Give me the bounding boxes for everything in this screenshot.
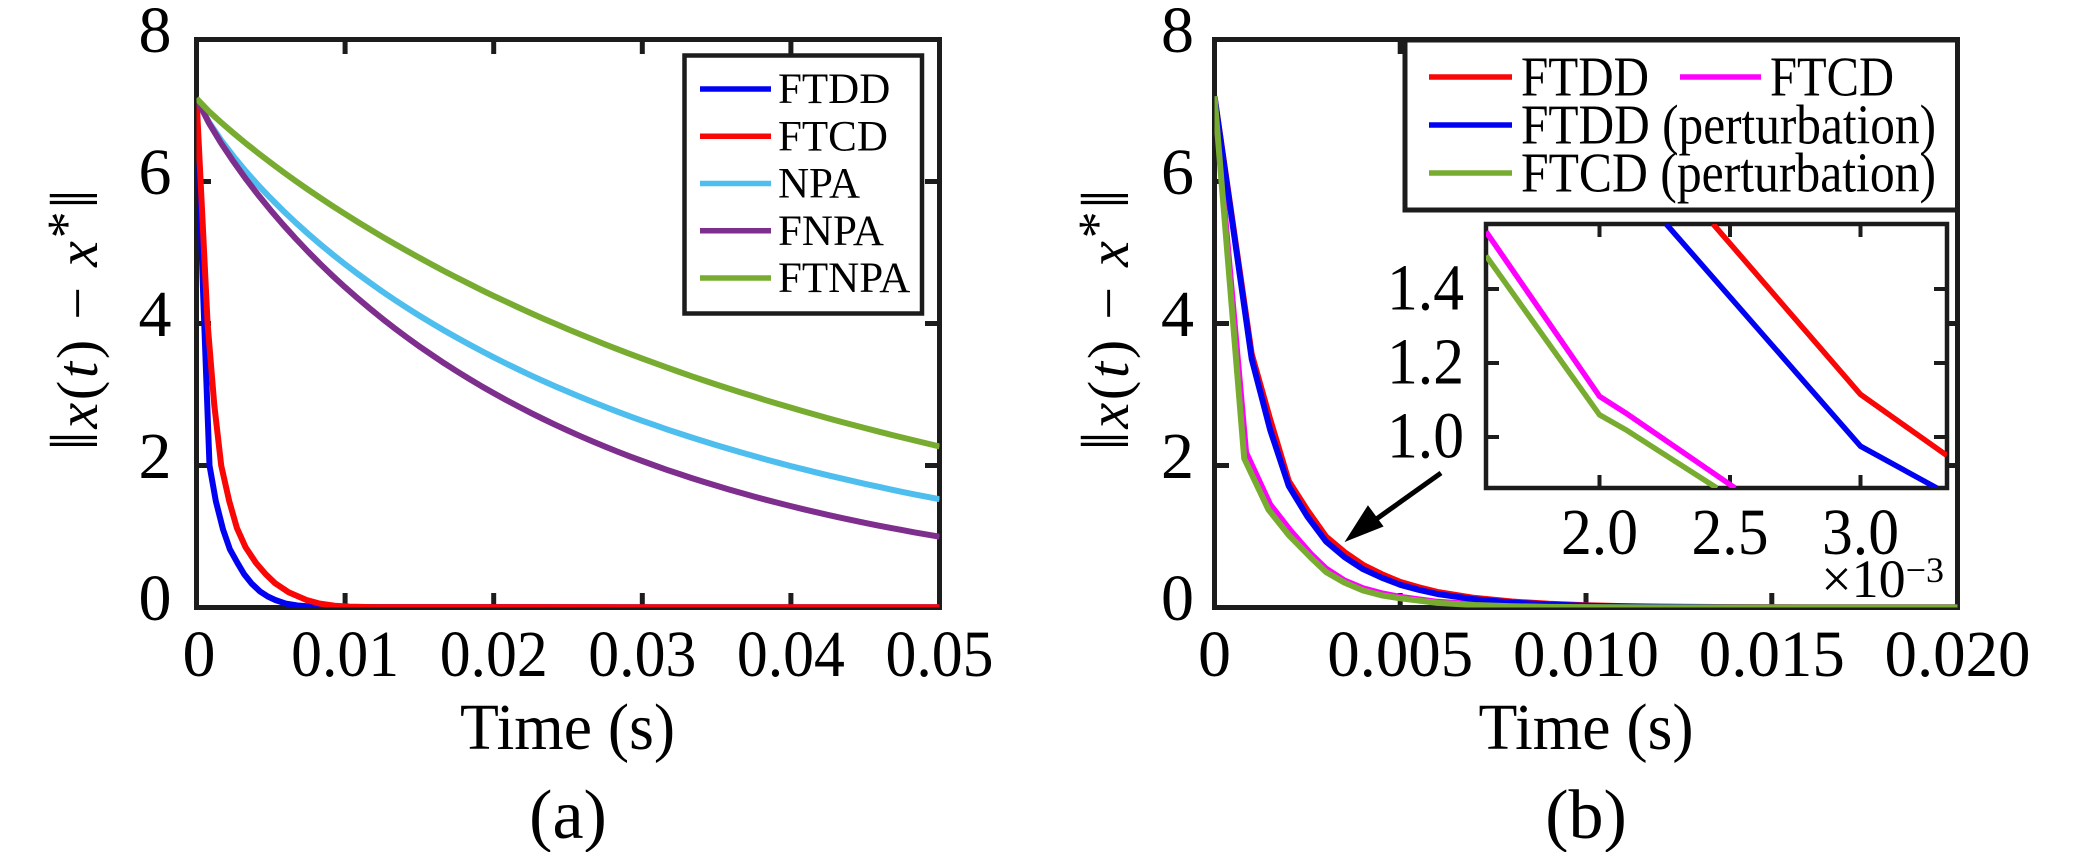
svg-text:0.020: 0.020: [1885, 618, 2031, 691]
svg-text:2.0: 2.0: [1561, 496, 1638, 569]
svg-text:0.010: 0.010: [1513, 618, 1659, 691]
svg-text:3.0: 3.0: [1822, 496, 1899, 569]
svg-text:4: 4: [139, 278, 172, 351]
svg-text:0.005: 0.005: [1327, 618, 1473, 691]
svg-text:1.0: 1.0: [1387, 399, 1464, 472]
svg-text:6: 6: [1161, 136, 1194, 209]
svg-text:0: 0: [139, 562, 172, 635]
svg-text:Time (s): Time (s): [1479, 691, 1694, 764]
svg-text:0: 0: [1198, 618, 1231, 691]
svg-text:0.03: 0.03: [588, 618, 696, 691]
svg-text:FTNPA: FTNPA: [778, 255, 910, 302]
svg-text:FTCD (perturbation): FTCD (perturbation): [1521, 143, 1936, 205]
svg-text:0.04: 0.04: [737, 618, 845, 691]
svg-text:‖x(t) − x*‖: ‖x(t) − x*‖: [1067, 190, 1143, 451]
svg-text:(a): (a): [529, 777, 607, 852]
svg-text:0.02: 0.02: [440, 618, 548, 691]
svg-text:6: 6: [139, 136, 172, 209]
svg-text:FTCD: FTCD: [1770, 47, 1894, 109]
svg-text:0.015: 0.015: [1699, 618, 1845, 691]
svg-text:(b): (b): [1545, 777, 1627, 852]
svg-text:8: 8: [139, 0, 172, 67]
svg-text:FTDD: FTDD: [1521, 47, 1649, 109]
svg-text:FTDD: FTDD: [778, 66, 890, 113]
svg-text:0: 0: [1161, 562, 1194, 635]
svg-text:4: 4: [1161, 278, 1194, 351]
svg-text:FNPA: FNPA: [778, 208, 884, 255]
svg-text:1.4: 1.4: [1387, 251, 1464, 324]
svg-text:8: 8: [1161, 0, 1194, 67]
svg-text:FTDD (perturbation): FTDD (perturbation): [1521, 95, 1936, 157]
svg-text:1.2: 1.2: [1387, 325, 1464, 398]
svg-text:2.5: 2.5: [1692, 496, 1769, 569]
svg-text:2: 2: [1161, 420, 1194, 493]
svg-text:‖x(t) − x*‖: ‖x(t) − x*‖: [36, 190, 112, 451]
svg-text:0.01: 0.01: [291, 618, 399, 691]
svg-text:NPA: NPA: [778, 161, 860, 208]
svg-text:Time (s): Time (s): [460, 691, 675, 764]
svg-text:FTCD: FTCD: [778, 114, 888, 161]
svg-text:2: 2: [139, 420, 172, 493]
svg-text:0.05: 0.05: [886, 618, 994, 691]
svg-text:0: 0: [183, 618, 216, 691]
